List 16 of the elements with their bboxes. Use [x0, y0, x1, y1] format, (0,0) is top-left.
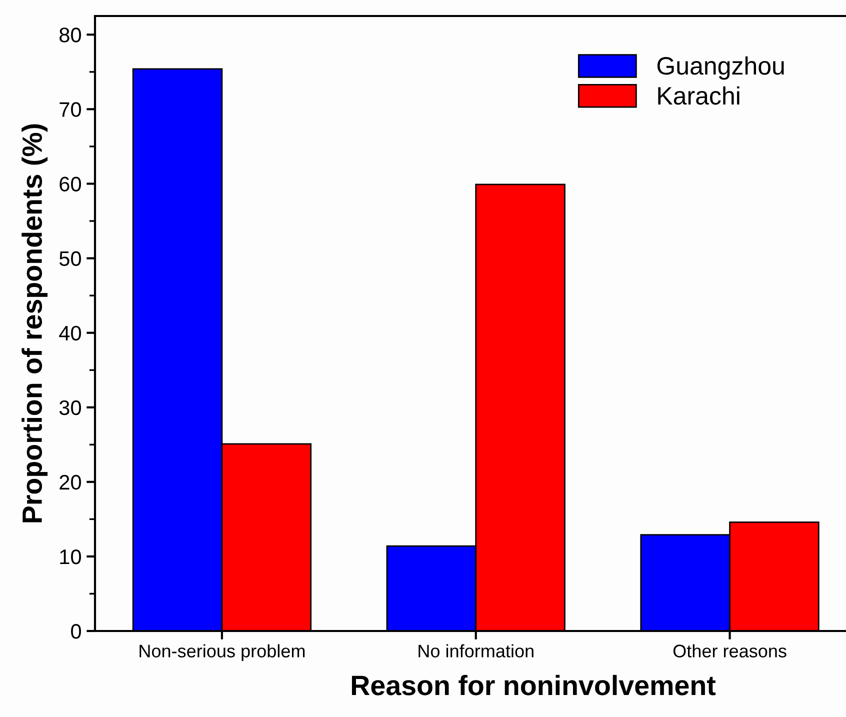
y-tick-label: 10 [60, 549, 81, 564]
y-tick-label: 70 [60, 102, 81, 117]
x-tick-label: Non-serious problem [140, 644, 305, 662]
y-tick-label: 20 [60, 474, 81, 490]
legend-label: Karachi [658, 86, 740, 105]
x-tick-label: No information [418, 644, 534, 658]
y-tick-label: 50 [59, 251, 81, 266]
y-axis-title: Proportion of respondents (%) [22, 124, 48, 522]
y-tick-label: 0 [71, 624, 81, 639]
x-axis-title: Reason for noninvolvement [352, 674, 716, 696]
y-tick-label: 30 [59, 400, 81, 416]
y-tick-label: 40 [59, 326, 81, 341]
y-tick-label: 60 [60, 176, 81, 192]
y-tick-label: 80 [60, 28, 81, 42]
legend-label: Guangzhou [657, 56, 784, 80]
x-tick-label: Other reasons [673, 644, 786, 658]
